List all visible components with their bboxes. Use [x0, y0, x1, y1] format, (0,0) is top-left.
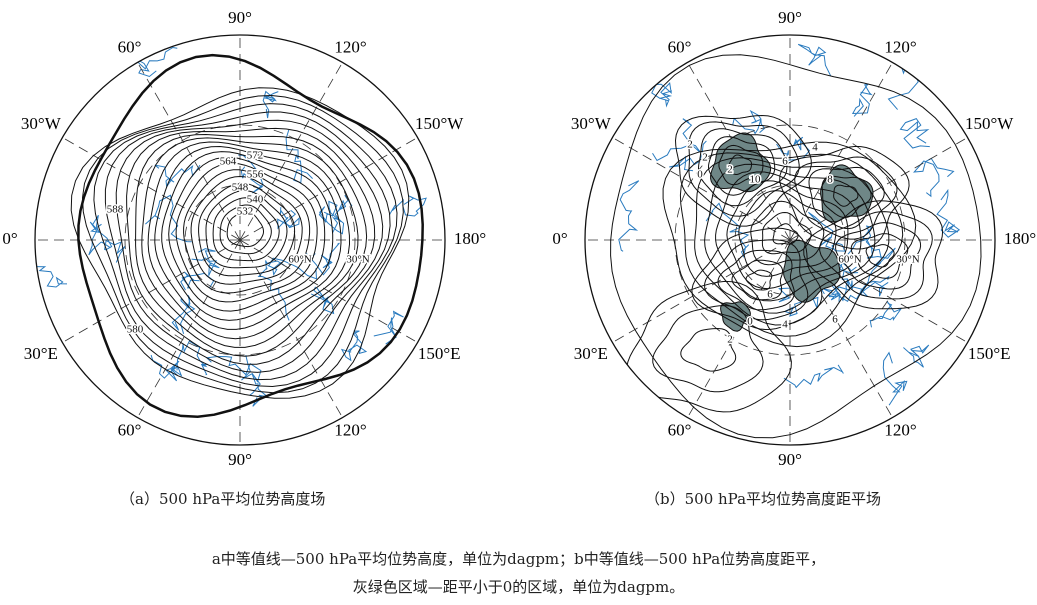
longitude-label: 30°W [21, 114, 62, 133]
contour-bold [78, 55, 422, 417]
coastline [619, 181, 639, 252]
contour-label: 0 [747, 316, 753, 328]
contour [732, 260, 783, 300]
contour-label: 572 [247, 150, 264, 162]
coastline [342, 331, 366, 360]
map-body [585, 35, 995, 445]
caption-b: （b）500 hPa平均位势高度距平场 [645, 488, 881, 509]
longitude-label: 180° [454, 229, 486, 248]
meridian [138, 62, 241, 240]
contour-label: 2 [727, 334, 733, 346]
contour-label: 6 [782, 156, 788, 168]
longitude-label: 30°W [571, 114, 612, 133]
longitude-label: 120° [334, 420, 366, 439]
note: 灰绿色区域—距平小于0的区域，单位为dagpm。 [0, 576, 1037, 597]
coastline [259, 261, 289, 321]
coastline [733, 111, 765, 133]
longitude-label: 60° [118, 38, 142, 57]
contour-label: 2 [702, 152, 708, 164]
contour-label: 30°N [346, 254, 369, 266]
longitude-label: 150°E [418, 344, 461, 363]
longitude-label: 0° [2, 229, 17, 248]
coastline [784, 365, 844, 388]
contour-label: 588 [107, 204, 124, 216]
longitude-label: 90° [228, 450, 252, 469]
longitude-label: 90° [778, 8, 802, 27]
coastline [883, 353, 906, 406]
figure: 90°60°120°30°W150°W0°180°30°E150°E60°90°… [0, 0, 1037, 605]
note: a中等值线—500 hPa平均位势高度，单位为dagpm；b中等值线—500 h… [0, 548, 1037, 569]
coastline [21, 267, 67, 287]
contour-label: 4 [812, 142, 818, 154]
contour-label: 8 [827, 174, 833, 186]
longitude-label: 90° [778, 450, 802, 469]
coastline [374, 311, 404, 344]
longitude-label: 120° [884, 38, 916, 57]
longitude-label: 60° [118, 420, 142, 439]
coastline [889, 59, 929, 110]
contour-label: 548 [232, 182, 249, 194]
contour-label: 2 [727, 164, 733, 176]
contour-label: 6 [832, 314, 838, 326]
longitude-label: 60° [668, 420, 692, 439]
contour-label: 540 [247, 194, 264, 206]
coastline [136, 48, 177, 77]
polar-map: 90° 60° 120° 30°W 150°W 0° 180° 30°E 150°E 60° 90°… [2, 8, 486, 469]
contour-label: 6 [767, 289, 773, 301]
contour-label: 564 [220, 156, 237, 168]
longitude-label: 0° [552, 229, 567, 248]
contour-label: 60°N [838, 254, 861, 266]
caption-a: （a）500 hPa平均位势高度场 [120, 488, 325, 509]
longitude-label: 30°E [24, 344, 58, 363]
coastline [870, 301, 901, 327]
map-body [21, 35, 445, 445]
longitude-label: 180° [1004, 229, 1036, 248]
coastline [307, 243, 340, 275]
longitude-label: 90° [228, 8, 252, 27]
contour-label: 556 [247, 169, 264, 181]
longitude-label: 30°E [574, 344, 608, 363]
longitude-label: 120° [884, 420, 916, 439]
polar-map: 90° 60° 120° 30°W 150°W 0° 180° 30°E 150°E 60° 90°… [552, 8, 1036, 469]
longitude-label: 150°W [415, 114, 464, 133]
contour-label: 2 [687, 139, 693, 151]
meridian [612, 240, 790, 343]
coastline [853, 84, 871, 116]
contour-label: 0 [697, 169, 703, 181]
coastline [937, 190, 959, 237]
contour-label: 30°N [896, 254, 919, 266]
longitude-label: 150°E [968, 344, 1011, 363]
contour-label: 532 [237, 206, 254, 218]
contour-label: 60°N [288, 254, 311, 266]
coastline [798, 44, 830, 75]
coastline [901, 119, 930, 148]
longitude-label: 60° [668, 38, 692, 57]
longitude-label: 150°W [965, 114, 1014, 133]
contour-label: 10 [750, 174, 762, 186]
contour-label: 4 [782, 319, 788, 331]
longitude-label: 120° [334, 38, 366, 57]
contour-label: 580 [127, 324, 144, 336]
